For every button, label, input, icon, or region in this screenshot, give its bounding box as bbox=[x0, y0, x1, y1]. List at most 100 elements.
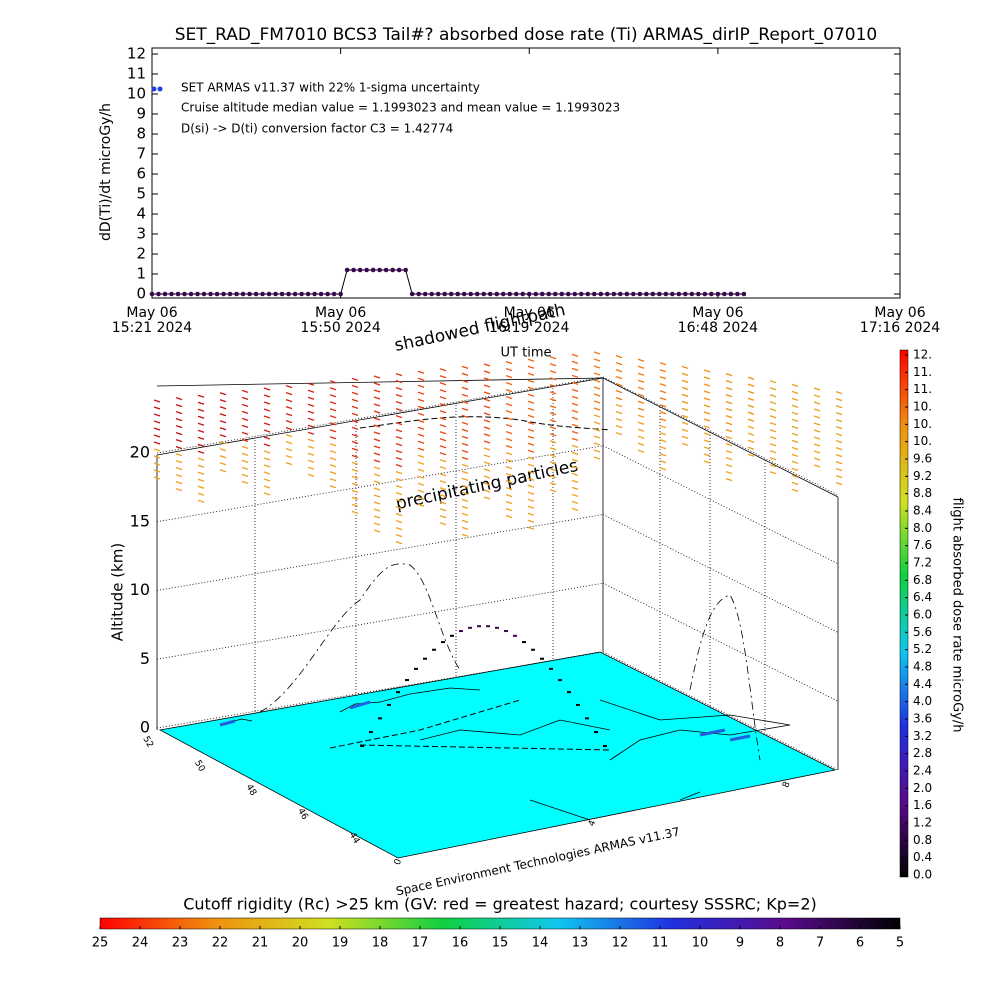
particle-mark bbox=[681, 421, 689, 426]
data-point bbox=[663, 291, 669, 297]
particle-mark bbox=[417, 384, 425, 388]
particle-mark bbox=[527, 498, 535, 502]
colorbar-title: flight absorbed dose rate microGy/h bbox=[950, 498, 965, 733]
particle-mark bbox=[417, 426, 425, 430]
grid-line bbox=[602, 376, 839, 496]
particle-mark bbox=[461, 414, 469, 419]
particle-mark bbox=[835, 418, 843, 423]
particle-mark bbox=[439, 501, 447, 505]
flightpath bbox=[329, 416, 611, 751]
data-point bbox=[364, 267, 369, 273]
particle-mark bbox=[527, 442, 535, 446]
data-point bbox=[448, 291, 454, 297]
data-point bbox=[286, 291, 291, 297]
particle-mark bbox=[351, 468, 359, 473]
particle-mark bbox=[483, 468, 491, 472]
particle-mark bbox=[439, 466, 447, 470]
particle-mark bbox=[285, 440, 293, 445]
particle-mark bbox=[681, 428, 689, 433]
particle-mark bbox=[483, 482, 491, 486]
particle-mark bbox=[461, 526, 469, 531]
flight-point bbox=[360, 745, 364, 747]
flight-point bbox=[441, 641, 445, 644]
colorbar-tick-label: 9 bbox=[736, 936, 744, 951]
particle-mark bbox=[791, 474, 799, 479]
particle-mark bbox=[439, 445, 447, 449]
particle-mark bbox=[835, 432, 843, 437]
particle-mark bbox=[241, 480, 249, 485]
particle-mark bbox=[725, 463, 733, 468]
colorbar-tick-label: 4.8 bbox=[913, 660, 932, 674]
particle-mark bbox=[175, 396, 183, 401]
flight-point bbox=[522, 641, 526, 644]
particle-mark bbox=[175, 466, 183, 471]
particle-mark bbox=[263, 471, 271, 475]
particle-mark bbox=[681, 379, 689, 384]
particle-mark bbox=[219, 427, 227, 431]
particle-mark bbox=[813, 387, 821, 391]
particle-mark bbox=[505, 465, 513, 470]
colorbar-tick-label: 19 bbox=[332, 936, 349, 951]
particle-mark bbox=[395, 414, 403, 419]
particle-mark bbox=[241, 396, 249, 401]
particle-mark bbox=[219, 434, 227, 438]
particle-mark bbox=[329, 478, 337, 482]
particle-mark bbox=[285, 398, 293, 403]
grid-line bbox=[156, 514, 604, 591]
particle-mark bbox=[659, 411, 667, 415]
particle-mark bbox=[461, 435, 469, 440]
data-point bbox=[520, 291, 526, 297]
particle-mark bbox=[395, 372, 403, 377]
particle-mark bbox=[725, 414, 733, 419]
colorbar-tick-label: 8.8 bbox=[913, 486, 932, 500]
particle-mark bbox=[483, 419, 491, 423]
data-point bbox=[468, 291, 474, 297]
x-tick-label: May 06 15:50 2024 bbox=[300, 305, 381, 336]
particle-mark bbox=[527, 449, 535, 453]
colorbar-tick-label: 11. bbox=[913, 365, 932, 379]
particle-mark bbox=[395, 449, 403, 454]
particle-mark bbox=[549, 370, 557, 374]
particle-mark bbox=[725, 400, 733, 405]
y-tick-label: 9 bbox=[136, 105, 146, 123]
particle-mark bbox=[417, 419, 425, 423]
particle-mark bbox=[791, 397, 799, 402]
particle-mark bbox=[395, 505, 403, 510]
particle-mark bbox=[329, 387, 337, 391]
annotation: D(si) -> D(ti) conversion factor C3 = 1.… bbox=[181, 122, 453, 136]
particle-mark bbox=[549, 461, 557, 465]
data-point bbox=[585, 291, 591, 297]
particle-mark bbox=[747, 376, 755, 380]
legend-label: SET ARMAS v11.37 with 22% 1-sigma uncert… bbox=[181, 81, 480, 95]
particle-mark bbox=[417, 475, 425, 479]
colorbar-tick-label: 10. bbox=[913, 417, 932, 431]
particle-mark bbox=[725, 386, 733, 391]
y-axis-label: dD(Ti)/dt microGy/h bbox=[98, 103, 114, 241]
data-point bbox=[474, 291, 480, 297]
colorbar-tick-label: 5 bbox=[896, 936, 904, 951]
data-point bbox=[670, 291, 675, 297]
particle-mark bbox=[725, 393, 733, 398]
particle-mark bbox=[769, 457, 777, 461]
particle-mark bbox=[263, 387, 271, 391]
particle-mark bbox=[791, 425, 799, 430]
colorbar-tick-label: 0.8 bbox=[913, 833, 932, 847]
particle-mark bbox=[373, 459, 381, 463]
flight-point bbox=[495, 626, 499, 629]
colorbar-tick-label: 12 bbox=[612, 936, 629, 951]
particle-mark bbox=[571, 409, 579, 414]
particle-mark bbox=[175, 487, 183, 492]
particle-mark bbox=[439, 459, 447, 463]
data-point bbox=[299, 291, 304, 297]
particle-mark bbox=[153, 441, 161, 445]
colorbar-tick-label: 6.4 bbox=[913, 590, 932, 604]
data-point bbox=[533, 291, 539, 297]
particle-mark bbox=[461, 407, 469, 412]
particle-mark bbox=[461, 456, 469, 461]
y-tick-label: 50 bbox=[192, 759, 207, 774]
colorbar-tick-label: 9.6 bbox=[913, 452, 932, 466]
data-point bbox=[657, 291, 662, 297]
data-point bbox=[507, 291, 513, 297]
y-tick-label: 11 bbox=[127, 65, 146, 83]
particle-mark bbox=[747, 446, 755, 450]
